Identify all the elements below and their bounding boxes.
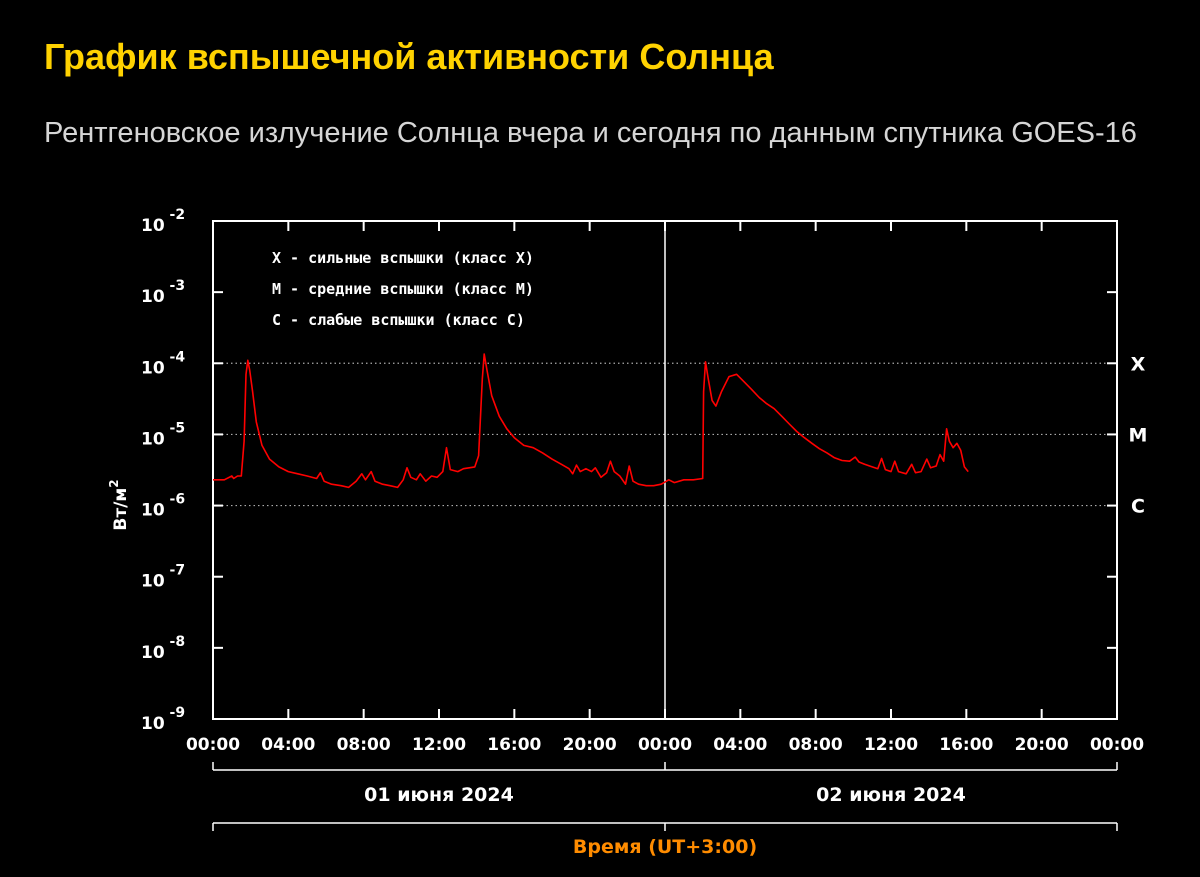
x-tick-label: 04:00 xyxy=(261,735,315,755)
x-axis-tick-labels: 00:00 04:00 08:00 12:00 16:00 20:00 00:00 04:00… xyxy=(186,735,1144,755)
x-tick-label: 08:00 xyxy=(789,735,843,755)
legend-entry-x: X - сильные вспышки (класс X) xyxy=(272,249,534,267)
x-tick-label: 12:00 xyxy=(412,735,466,755)
y-tick-label: 10 -8 xyxy=(141,634,185,663)
y-tick-label: 10 -2 xyxy=(141,207,185,236)
x-tick-label: 16:00 xyxy=(487,735,541,755)
x-tick-label: 16:00 xyxy=(939,735,993,755)
y-tick-exponent: -7 xyxy=(165,563,185,579)
x-tick-label: 12:00 xyxy=(864,735,918,755)
y-tick-base: 10 xyxy=(141,287,165,307)
xray-flux-series-line xyxy=(213,353,969,489)
y-tick-base: 10 xyxy=(141,429,165,449)
y-tick-base: 10 xyxy=(141,358,165,378)
flare-class-labels: X M C xyxy=(1129,353,1148,517)
flare-class-label: X xyxy=(1131,353,1146,375)
y-tick-exponent: -9 xyxy=(165,705,185,721)
x-tick-label: 08:00 xyxy=(337,735,391,755)
y-tick-exponent: -4 xyxy=(165,349,186,365)
date-label: 02 июня 2024 xyxy=(816,784,966,806)
flare-class-label: M xyxy=(1129,424,1148,446)
legend: X - сильные вспышки (класс X) M - средни… xyxy=(272,249,534,329)
x-tick-label: 04:00 xyxy=(713,735,767,755)
x-tick-label: 00:00 xyxy=(186,735,240,755)
y-axis-tick-labels: 10 -210 -310 -410 -510 -610 -710 -810 -9 xyxy=(141,207,185,734)
y-axis-label-exponent: 2 xyxy=(107,479,121,487)
y-axis-ticks xyxy=(213,220,1117,720)
x-axis-label: Время (UT+3:00) xyxy=(573,836,757,858)
y-tick-base: 10 xyxy=(141,714,165,734)
x-tick-label: 20:00 xyxy=(1015,735,1069,755)
y-tick-base: 10 xyxy=(141,643,165,663)
y-tick-exponent: -2 xyxy=(165,207,185,223)
x-tick-label: 00:00 xyxy=(638,735,692,755)
x-tick-label: 20:00 xyxy=(563,735,617,755)
y-tick-base: 10 xyxy=(141,501,165,521)
y-tick-base: 10 xyxy=(141,572,165,592)
y-tick-label: 10 -7 xyxy=(141,563,185,592)
y-tick-exponent: -6 xyxy=(165,492,185,508)
y-axis-label: Вт/м2 xyxy=(107,479,131,530)
y-tick-label: 10 -9 xyxy=(141,705,185,734)
y-tick-label: 10 -3 xyxy=(141,278,185,307)
page-title: График вспышечной активности Солнца xyxy=(44,36,774,77)
y-tick-exponent: -8 xyxy=(165,634,185,650)
y-tick-label: 10 -4 xyxy=(141,349,185,378)
y-tick-label: 10 -5 xyxy=(141,420,185,449)
y-tick-base: 10 xyxy=(141,216,165,236)
date-label: 01 июня 2024 xyxy=(364,784,514,806)
x-tick-label: 00:00 xyxy=(1090,735,1144,755)
y-tick-exponent: -3 xyxy=(165,278,185,294)
y-axis-label-text: Вт/м xyxy=(111,488,131,531)
legend-entry-m: M - средние вспышки (класс M) xyxy=(272,280,534,298)
legend-entry-c: C - слабые вспышки (класс C) xyxy=(272,311,525,329)
y-tick-exponent: -5 xyxy=(165,420,185,436)
date-band: 01 июня 2024 02 июня 2024 xyxy=(212,762,1118,831)
y-tick-label: 10 -6 xyxy=(141,492,185,521)
page-subtitle: Рентгеновское излучение Солнца вчера и с… xyxy=(44,117,1137,149)
x-axis-ticks xyxy=(212,221,1118,719)
flare-class-label: C xyxy=(1131,496,1145,518)
